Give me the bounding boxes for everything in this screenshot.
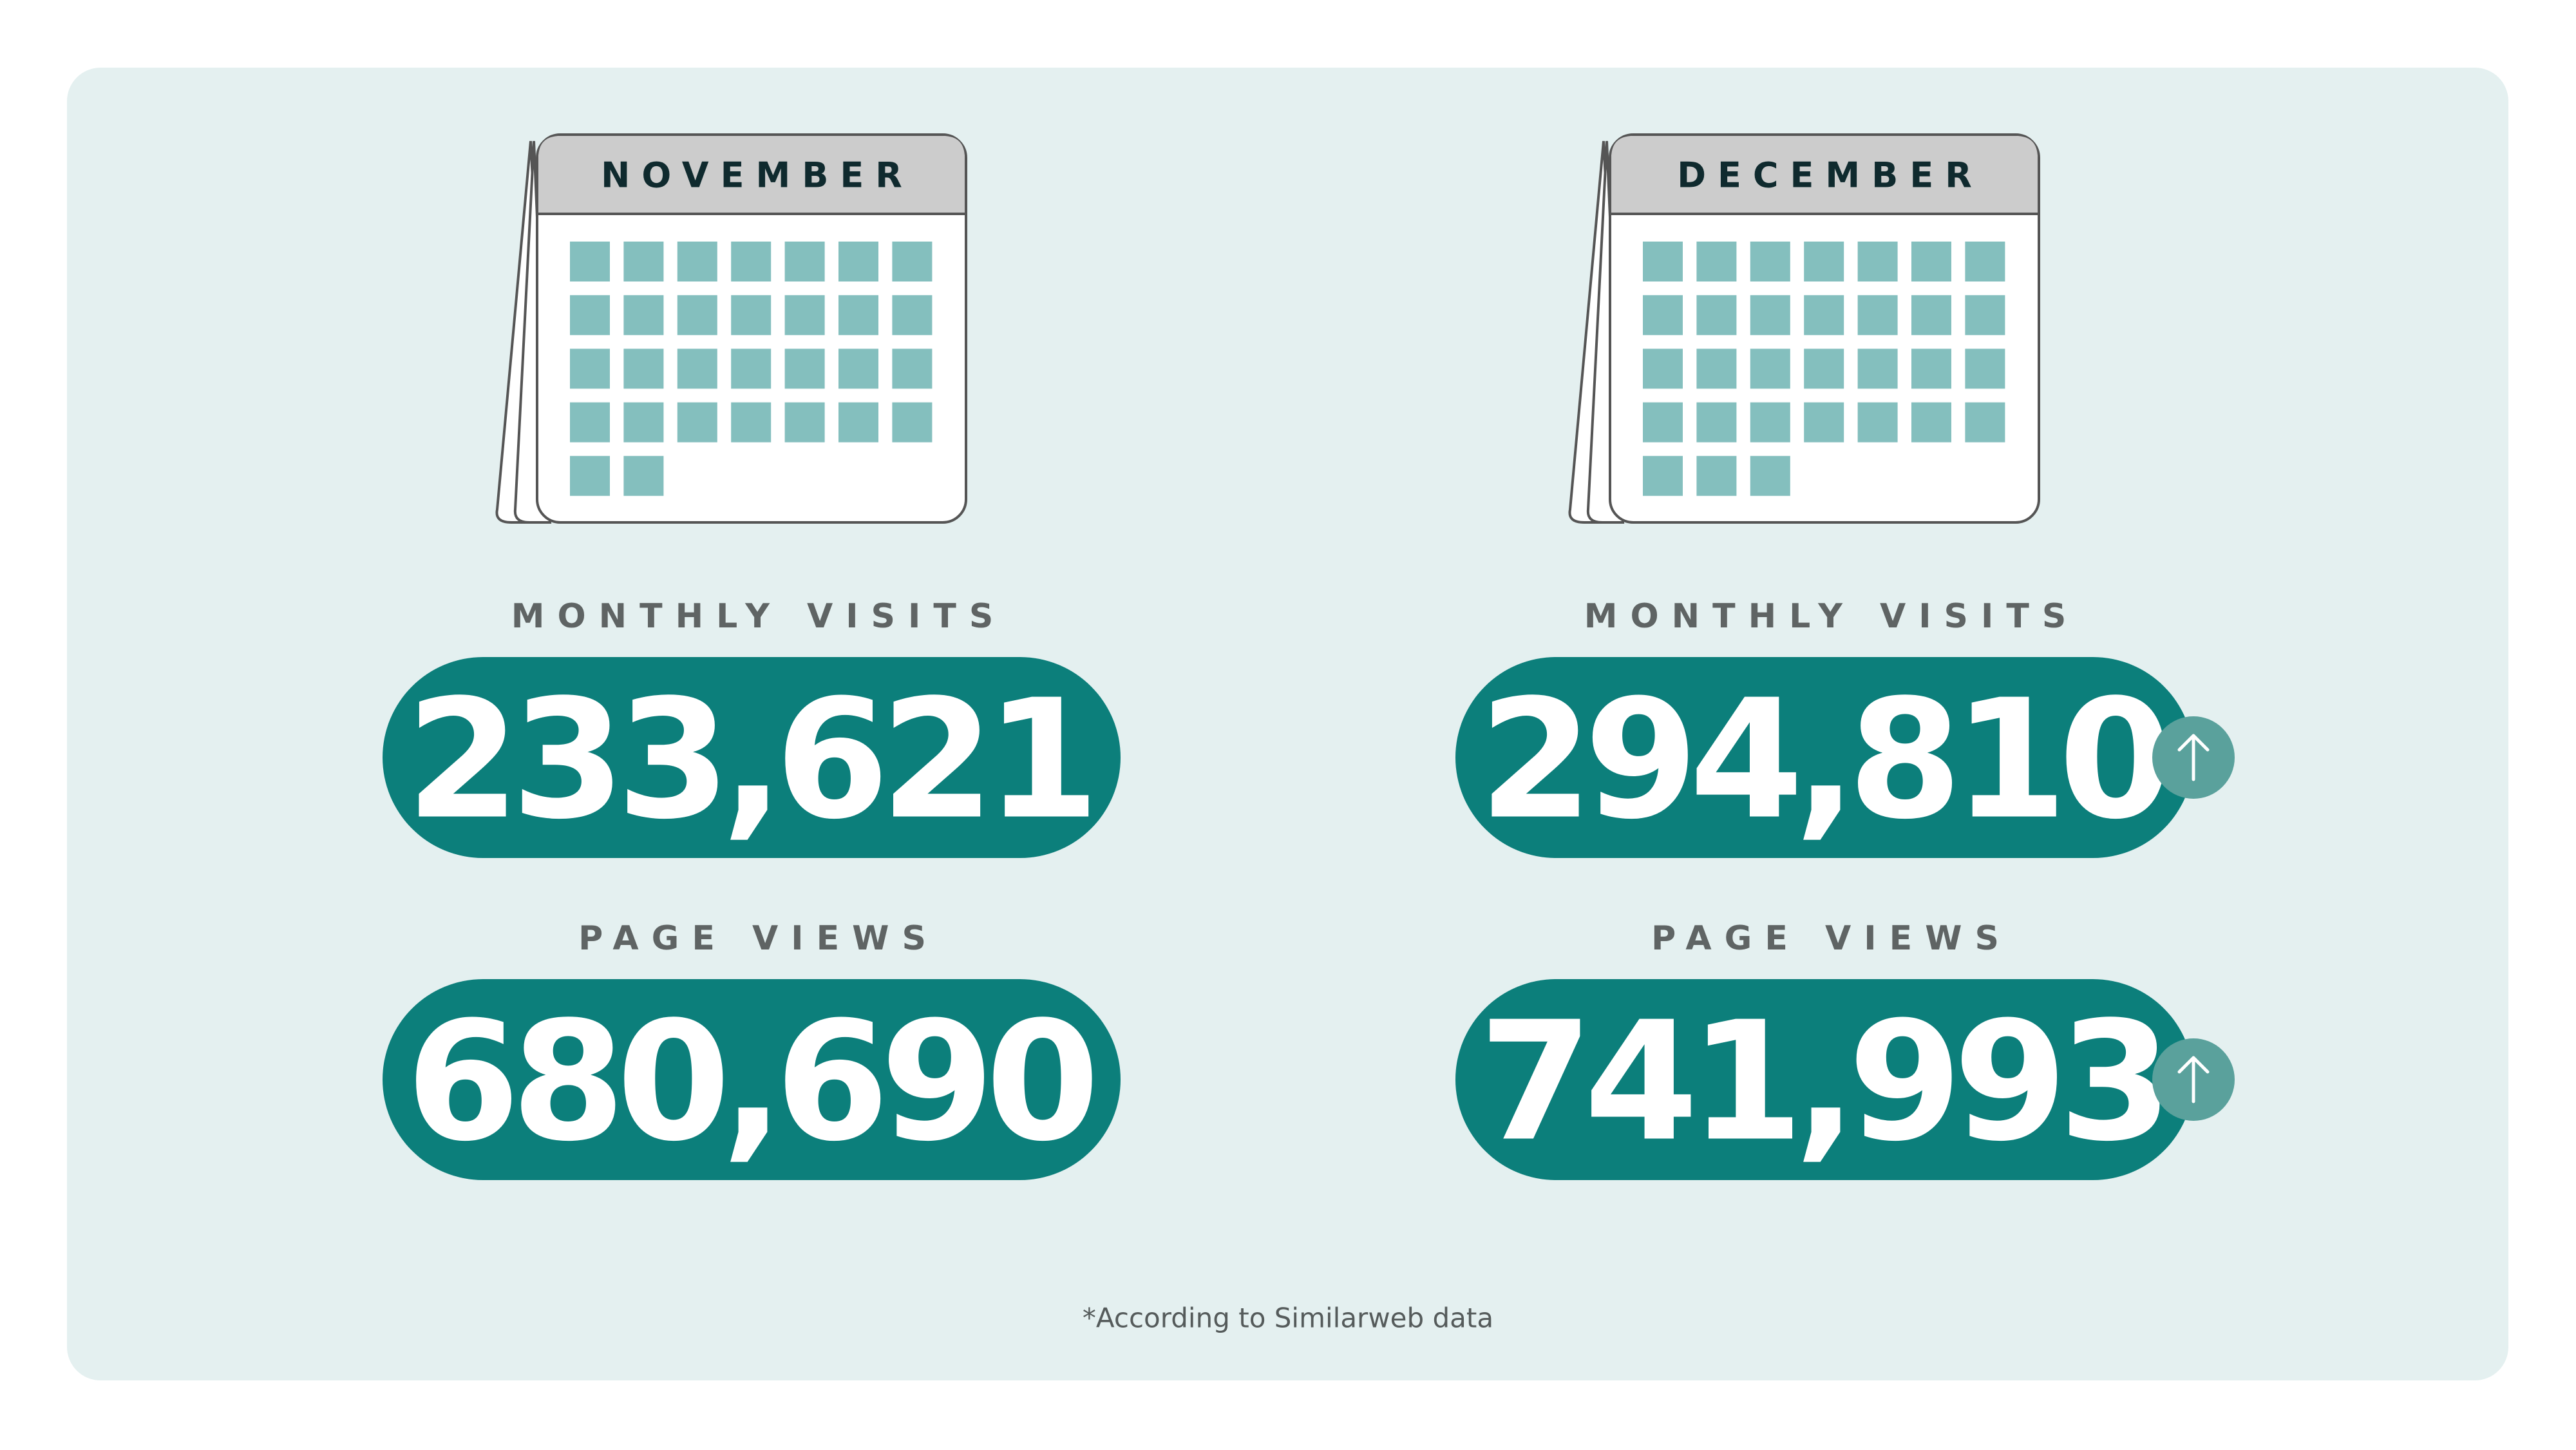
day-square	[1643, 348, 1683, 389]
up-arrow	[2177, 734, 2210, 781]
day-square	[677, 242, 717, 281]
day-square	[623, 242, 664, 281]
day-square	[838, 402, 878, 443]
day-square	[1750, 295, 1790, 336]
stat-pill	[383, 979, 1121, 1180]
day-square	[1696, 242, 1737, 281]
day-square	[570, 295, 610, 336]
day-square	[570, 455, 610, 496]
calendar: NOVEMBER	[495, 133, 967, 524]
day-square	[677, 402, 717, 443]
day-square	[677, 348, 717, 389]
day-square	[892, 348, 933, 389]
up-arrow	[2177, 1056, 2210, 1103]
day-square	[1911, 348, 1951, 389]
day-square	[570, 242, 610, 281]
day-square	[1643, 295, 1683, 336]
day-square	[1750, 242, 1790, 281]
day-square	[892, 242, 933, 281]
day-square	[1804, 295, 1844, 336]
day-square	[1965, 242, 2005, 281]
day-square	[731, 295, 772, 336]
day-square	[1643, 455, 1683, 496]
day-square	[1804, 242, 1844, 281]
day-square	[1804, 348, 1844, 389]
day-square	[1696, 295, 1737, 336]
stat-value: 680,690	[406, 987, 1092, 1178]
day-square	[784, 295, 825, 336]
calendar-header	[1611, 136, 2038, 214]
day-square	[731, 402, 772, 443]
stat-pill	[383, 657, 1121, 858]
day-square	[1750, 455, 1790, 496]
day-square	[892, 295, 933, 336]
day-square	[623, 295, 664, 336]
calendar: DECEMBER	[1568, 133, 2040, 524]
day-square	[1857, 242, 1898, 281]
day-square	[892, 402, 933, 443]
day-square	[1965, 402, 2005, 443]
calendar-header	[538, 136, 965, 214]
stat-label: MONTHLY VISITS	[511, 597, 1007, 636]
stat-pill	[1455, 979, 2193, 1180]
day-square	[731, 242, 772, 281]
day-square	[1857, 348, 1898, 389]
day-square	[623, 402, 664, 443]
day-square	[1965, 295, 2005, 336]
day-square	[1857, 295, 1898, 336]
day-square	[838, 348, 878, 389]
day-square	[1696, 455, 1737, 496]
day-square	[1911, 402, 1951, 443]
day-square	[731, 348, 772, 389]
day-square	[1965, 348, 2005, 389]
stat-label: MONTHLY VISITS	[1584, 597, 2079, 636]
day-square	[1804, 402, 1844, 443]
day-square	[570, 402, 610, 443]
day-square	[1750, 348, 1790, 389]
day-square	[570, 348, 610, 389]
stat-value: 741,993	[1479, 987, 2163, 1178]
day-square	[1911, 295, 1951, 336]
day-square	[1696, 348, 1737, 389]
day-square	[784, 402, 825, 443]
stat-value: 233,621	[406, 665, 1090, 856]
day-square	[1696, 402, 1737, 443]
month-name: NOVEMBER	[601, 155, 914, 196]
stat-pill	[1455, 657, 2193, 858]
day-square	[677, 295, 717, 336]
day-square	[784, 348, 825, 389]
month-column: NOVEMBER MONTHLY VISITS 233,621 PAGE VIEWS 6…	[383, 133, 1121, 1180]
day-square	[623, 348, 664, 389]
day-square	[838, 242, 878, 281]
month-name: DECEMBER	[1677, 155, 1984, 196]
day-square	[1643, 242, 1683, 281]
day-square	[838, 295, 878, 336]
footnote: *According to Similarweb data	[1083, 1302, 1493, 1334]
stat-value: 294,810	[1479, 665, 2165, 856]
day-square	[623, 455, 664, 496]
day-square	[784, 242, 825, 281]
stat-label: PAGE VIEWS	[1651, 919, 2012, 958]
day-square	[1750, 402, 1790, 443]
day-square	[1857, 402, 1898, 443]
month-column: DECEMBER MONTHLY VISITS 294,810 PAGE VIEWS 7…	[1455, 133, 2235, 1180]
day-square	[1643, 402, 1683, 443]
stat-label: PAGE VIEWS	[578, 919, 939, 958]
day-square	[1911, 242, 1951, 281]
